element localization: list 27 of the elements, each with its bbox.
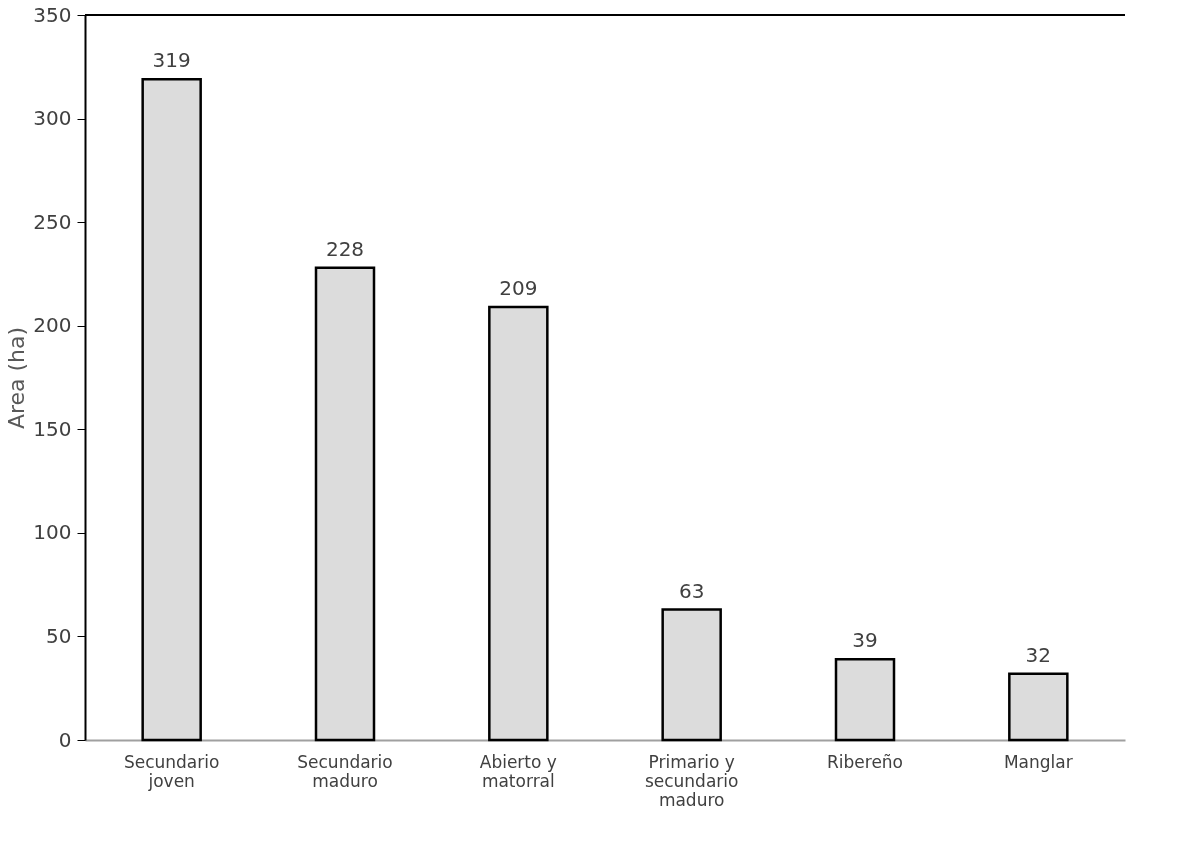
y-tick-label: 100 (33, 520, 72, 545)
data-label: 228 (325, 236, 365, 261)
bar (314, 266, 376, 742)
data-label: 63 (678, 578, 705, 603)
bar (661, 608, 722, 742)
y-tick-label: 250 (33, 209, 72, 234)
y-tick-label: 200 (33, 313, 72, 338)
x-tick-label: Abierto y matorral (479, 751, 557, 791)
data-label: 32 (1025, 642, 1052, 667)
y-tick-label: 300 (33, 106, 72, 131)
x-tick-label: Primario y secundario maduro (644, 751, 739, 810)
y-tick-label: 0 (58, 727, 72, 752)
bar (141, 77, 202, 742)
y-tick-label: 350 (33, 2, 72, 27)
x-tick-label: Ribereño (826, 751, 904, 772)
data-label: 209 (499, 276, 538, 301)
y-tick-label: 50 (46, 623, 72, 648)
bar (488, 305, 549, 742)
data-label: 319 (152, 48, 191, 73)
x-tick-label: Manglar (1003, 751, 1073, 772)
bar (1008, 672, 1069, 742)
x-tick-label: Secundario joven (123, 751, 220, 791)
data-label: 39 (852, 628, 878, 653)
y-axis-title: Area (ha) (4, 326, 30, 430)
x-tick-label: Secundario maduro (297, 751, 393, 791)
bar (834, 657, 896, 742)
y-tick-label: 150 (33, 416, 72, 441)
